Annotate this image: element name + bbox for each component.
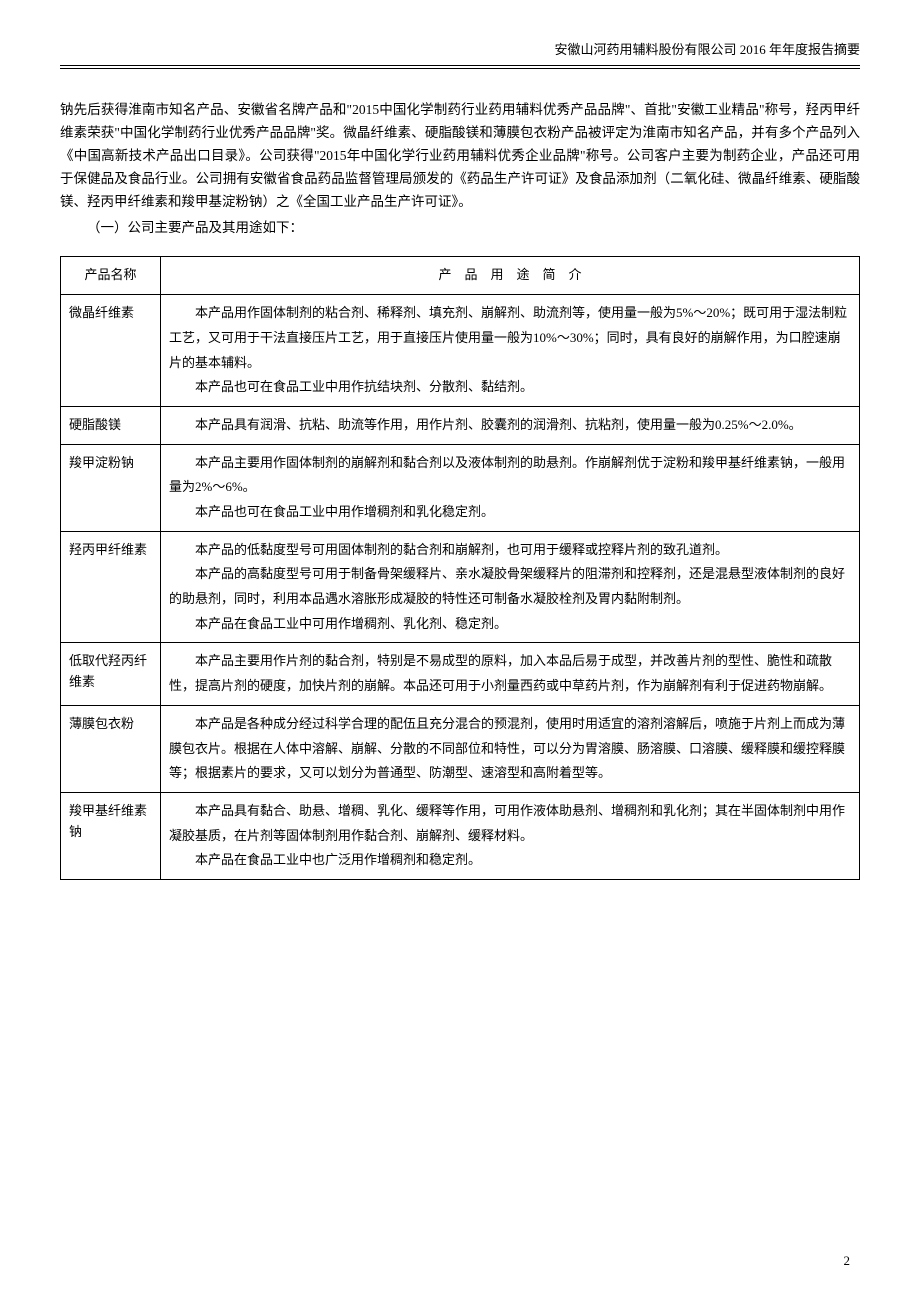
products-table: 产品名称 产 品 用 途 简 介 微晶纤维素本产品用作固体制剂的粘合剂、稀释剂、…: [60, 256, 860, 880]
product-desc-cell: 本产品用作固体制剂的粘合剂、稀释剂、填充剂、崩解剂、助流剂等，使用量一般为5%～…: [161, 295, 860, 407]
product-desc-para: 本产品也可在食品工业中用作增稠剂和乳化稳定剂。: [169, 500, 851, 525]
product-name-cell: 羧甲基纤维素钠: [61, 792, 161, 879]
product-name-cell: 羧甲淀粉钠: [61, 444, 161, 531]
subsection-heading: （一）公司主要产品及其用途如下：: [60, 217, 860, 240]
product-desc-cell: 本产品主要用作固体制剂的崩解剂和黏合剂以及液体制剂的助悬剂。作崩解剂优于淀粉和羧…: [161, 444, 860, 531]
body-paragraph-1: 钠先后获得淮南市知名产品、安徽省名牌产品和"2015中国化学制药行业药用辅料优秀…: [60, 99, 860, 214]
product-desc-para: 本产品在食品工业中也广泛用作增稠剂和稳定剂。: [169, 848, 851, 873]
table-body: 微晶纤维素本产品用作固体制剂的粘合剂、稀释剂、填充剂、崩解剂、助流剂等，使用量一…: [61, 295, 860, 880]
product-name-cell: 硬脂酸镁: [61, 406, 161, 444]
header-rule: [60, 68, 860, 69]
product-desc-para: 本产品是各种成分经过科学合理的配伍且充分混合的预混剂，使用时用适宜的溶剂溶解后，…: [169, 712, 851, 786]
table-row: 羟丙甲纤维素本产品的低黏度型号可用固体制剂的黏合剂和崩解剂，也可用于缓释或控释片…: [61, 531, 860, 643]
page-number: 2: [844, 1251, 851, 1272]
table-row: 低取代羟丙纤维素本产品主要用作片剂的黏合剂，特别是不易成型的原料，加入本品后易于…: [61, 643, 860, 705]
product-name-cell: 羟丙甲纤维素: [61, 531, 161, 643]
product-desc-para: 本产品具有黏合、助悬、增稠、乳化、缓释等作用，可用作液体助悬剂、增稠剂和乳化剂；…: [169, 799, 851, 848]
product-desc-cell: 本产品主要用作片剂的黏合剂，特别是不易成型的原料，加入本品后易于成型，并改善片剂…: [161, 643, 860, 705]
table-row: 薄膜包衣粉本产品是各种成分经过科学合理的配伍且充分混合的预混剂，使用时用适宜的溶…: [61, 705, 860, 792]
product-desc-para: 本产品的高黏度型号可用于制备骨架缓释片、亲水凝胶骨架缓释片的阻滞剂和控释剂，还是…: [169, 562, 851, 611]
table-row: 微晶纤维素本产品用作固体制剂的粘合剂、稀释剂、填充剂、崩解剂、助流剂等，使用量一…: [61, 295, 860, 407]
product-desc-para: 本产品用作固体制剂的粘合剂、稀释剂、填充剂、崩解剂、助流剂等，使用量一般为5%～…: [169, 301, 851, 375]
product-desc-cell: 本产品具有黏合、助悬、增稠、乳化、缓释等作用，可用作液体助悬剂、增稠剂和乳化剂；…: [161, 792, 860, 879]
table-row: 羧甲淀粉钠本产品主要用作固体制剂的崩解剂和黏合剂以及液体制剂的助悬剂。作崩解剂优…: [61, 444, 860, 531]
product-desc-para: 本产品具有润滑、抗粘、助流等作用，用作片剂、胶囊剂的润滑剂、抗粘剂，使用量一般为…: [169, 413, 851, 438]
product-name-cell: 微晶纤维素: [61, 295, 161, 407]
product-desc-para: 本产品主要用作固体制剂的崩解剂和黏合剂以及液体制剂的助悬剂。作崩解剂优于淀粉和羧…: [169, 451, 851, 500]
product-name-cell: 低取代羟丙纤维素: [61, 643, 161, 705]
table-header-row: 产品名称 产 品 用 途 简 介: [61, 257, 860, 295]
product-desc-para: 本产品也可在食品工业中用作抗结块剂、分散剂、黏结剂。: [169, 375, 851, 400]
header-title: 安徽山河药用辅料股份有限公司 2016 年年度报告摘要: [554, 42, 860, 57]
col-header-name: 产品名称: [61, 257, 161, 295]
table-row: 羧甲基纤维素钠本产品具有黏合、助悬、增稠、乳化、缓释等作用，可用作液体助悬剂、增…: [61, 792, 860, 879]
col-header-desc: 产 品 用 途 简 介: [161, 257, 860, 295]
product-desc-cell: 本产品是各种成分经过科学合理的配伍且充分混合的预混剂，使用时用适宜的溶剂溶解后，…: [161, 705, 860, 792]
product-desc-cell: 本产品具有润滑、抗粘、助流等作用，用作片剂、胶囊剂的润滑剂、抗粘剂，使用量一般为…: [161, 406, 860, 444]
product-desc-para: 本产品的低黏度型号可用固体制剂的黏合剂和崩解剂，也可用于缓释或控释片剂的致孔道剂…: [169, 538, 851, 563]
product-desc-cell: 本产品的低黏度型号可用固体制剂的黏合剂和崩解剂，也可用于缓释或控释片剂的致孔道剂…: [161, 531, 860, 643]
product-name-cell: 薄膜包衣粉: [61, 705, 161, 792]
product-desc-para: 本产品在食品工业中可用作增稠剂、乳化剂、稳定剂。: [169, 612, 851, 637]
page-header: 安徽山河药用辅料股份有限公司 2016 年年度报告摘要: [60, 40, 860, 66]
product-desc-para: 本产品主要用作片剂的黏合剂，特别是不易成型的原料，加入本品后易于成型，并改善片剂…: [169, 649, 851, 698]
table-row: 硬脂酸镁本产品具有润滑、抗粘、助流等作用，用作片剂、胶囊剂的润滑剂、抗粘剂，使用…: [61, 406, 860, 444]
